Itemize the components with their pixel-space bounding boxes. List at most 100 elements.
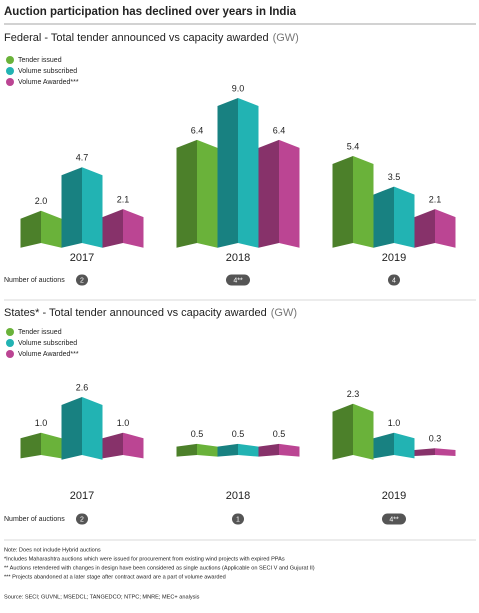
bar	[332, 156, 374, 248]
bar-fold-left	[258, 443, 279, 457]
value-label: 0.5	[273, 429, 286, 439]
category-label: 2017	[70, 252, 94, 264]
bar-fold-right	[41, 432, 62, 459]
auction-badge	[382, 513, 406, 525]
bar-fold-left	[176, 139, 197, 248]
bar	[258, 139, 300, 248]
value-label: 1.0	[117, 418, 130, 428]
bar-fold-right	[435, 448, 456, 457]
auction-count: 2	[80, 516, 84, 523]
bar	[332, 403, 374, 460]
value-label: 2.6	[76, 382, 89, 392]
auction-count: 4**	[389, 516, 399, 523]
auction-badge	[76, 513, 88, 525]
note: *Includes Maharashtra auctions which wer…	[4, 556, 285, 562]
auction-count: 4**	[233, 277, 243, 284]
note: *** Projects abandoned at a later stage …	[4, 574, 226, 580]
bar-fold-right	[353, 403, 374, 460]
bar-fold-left	[258, 139, 279, 248]
chart-unit: (GW)	[273, 32, 299, 44]
bar-fold-left	[20, 432, 41, 459]
legend-swatch	[6, 328, 14, 336]
legend-swatch	[6, 350, 14, 358]
bar-fold-right	[353, 156, 374, 248]
auction-badge	[226, 274, 250, 286]
bar	[61, 167, 103, 248]
bar	[61, 397, 103, 460]
legend-swatch	[6, 339, 14, 347]
auction-badge	[232, 513, 244, 525]
value-label: 1.0	[388, 418, 401, 428]
value-label: 4.7	[76, 153, 89, 163]
auction-count: 4	[392, 277, 396, 284]
legend-swatch	[6, 67, 14, 75]
bar-fold-left	[332, 156, 353, 248]
bar-fold-right	[123, 432, 144, 459]
legend-swatch	[6, 78, 14, 86]
auction-badge	[388, 274, 400, 286]
auctions-label: Number of auctions	[4, 277, 65, 284]
bar	[373, 432, 415, 459]
value-label: 2.0	[35, 196, 48, 206]
chart-unit: (GW)	[271, 307, 297, 319]
value-label: 5.4	[347, 141, 360, 151]
legend-swatch	[6, 56, 14, 64]
legend-label: Tender issued	[18, 57, 62, 64]
bar-fold-right	[394, 432, 415, 459]
chart-title: States* - Total tender announced vs capa…	[4, 307, 267, 319]
bar-fold-right	[197, 139, 218, 248]
value-label: 0.5	[232, 429, 245, 439]
legend-label: Volume Awarded***	[18, 79, 79, 86]
bar-fold-right	[238, 443, 259, 457]
bar-fold-left	[20, 210, 41, 248]
bar	[217, 443, 259, 457]
bar-fold-right	[82, 397, 103, 460]
bar	[217, 98, 259, 248]
bar	[414, 448, 456, 457]
bar-fold-left	[61, 397, 82, 460]
bar	[373, 186, 415, 248]
bar	[102, 432, 144, 459]
bar-fold-left	[217, 443, 238, 457]
value-label: 9.0	[232, 83, 245, 93]
bar-fold-right	[279, 139, 300, 248]
category-label: 2019	[382, 490, 406, 502]
bar-fold-left	[414, 209, 435, 248]
value-label: 2.1	[117, 195, 130, 205]
value-label: 1.0	[35, 418, 48, 428]
bar-fold-left	[414, 448, 435, 457]
note: Note: Does not include Hybrid auctions	[4, 547, 101, 553]
bar-fold-left	[102, 209, 123, 248]
bar	[258, 443, 300, 457]
bar-fold-right	[197, 443, 218, 457]
bar-fold-right	[394, 186, 415, 248]
value-label: 2.3	[347, 389, 360, 399]
bar-fold-right	[279, 443, 300, 457]
bar-fold-left	[176, 443, 197, 457]
legend-label: Volume Awarded***	[18, 351, 79, 358]
auctions-label: Number of auctions	[4, 516, 65, 523]
auction-badge	[76, 274, 88, 286]
chart-title: Federal - Total tender announced vs capa…	[4, 32, 269, 44]
source: Source: SECI; GUVNL; MSEDCL; TANGEDCO; N…	[4, 594, 200, 600]
auction-count: 1	[236, 516, 240, 523]
auction-count: 2	[80, 277, 84, 284]
bar	[414, 209, 456, 248]
bar-fold-left	[373, 432, 394, 459]
category-label: 2018	[226, 252, 250, 264]
bar-fold-left	[373, 186, 394, 248]
legend-label: Volume subscribed	[18, 340, 77, 347]
bar	[176, 443, 218, 457]
category-label: 2019	[382, 252, 406, 264]
value-label: 2.1	[429, 195, 442, 205]
bar	[20, 432, 62, 459]
bar	[102, 209, 144, 248]
bar-fold-left	[102, 432, 123, 459]
bar-fold-right	[123, 209, 144, 248]
legend-label: Volume subscribed	[18, 68, 77, 75]
value-label: 0.5	[191, 429, 204, 439]
bar-fold-left	[217, 98, 238, 248]
bar-fold-right	[435, 209, 456, 248]
value-label: 0.3	[429, 434, 442, 444]
